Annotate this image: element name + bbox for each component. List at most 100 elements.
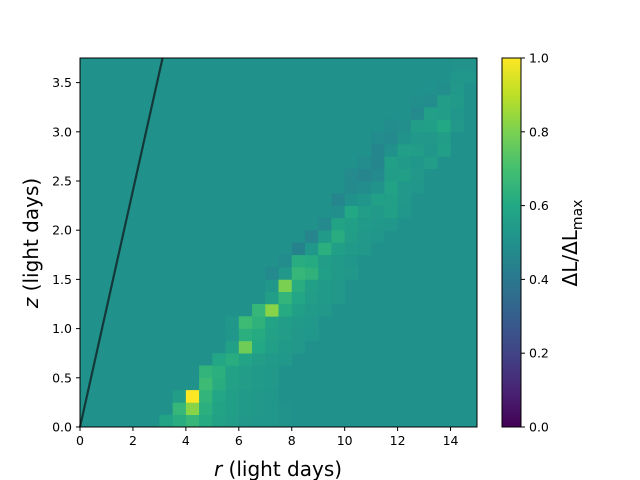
heatmap-cell <box>344 217 359 231</box>
heatmap-cell <box>384 217 398 231</box>
heatmap-cell <box>371 144 385 157</box>
heatmap-cell <box>291 291 306 305</box>
heatmap-cell <box>331 217 345 231</box>
heatmap-cell <box>424 156 438 169</box>
y-tick-label: 1.5 <box>52 272 72 287</box>
heatmap-cell <box>238 340 253 354</box>
heatmap-cell <box>172 390 187 403</box>
heatmap-cell <box>410 156 425 169</box>
heatmap-cell <box>265 267 279 280</box>
heatmap-cell <box>344 230 359 243</box>
heatmap-cell <box>331 193 345 206</box>
heatmap-cell <box>252 414 266 428</box>
heatmap-cell <box>318 230 332 243</box>
heatmap-cell <box>344 181 359 194</box>
heatmap-cell <box>265 340 279 354</box>
heatmap-cell <box>291 242 306 256</box>
x-tick-label: 8 <box>288 433 296 448</box>
y-axis: 0.0 0.5 1.0 1.5 2.0 2.5 3.0 3.5 <box>52 75 80 435</box>
heatmap-cell <box>437 119 451 133</box>
heatmap-cell <box>185 390 200 403</box>
heatmap-cell <box>291 279 306 292</box>
heatmap-cell <box>450 94 465 108</box>
heatmap-cell <box>225 402 240 415</box>
y-tick-label: 0.5 <box>52 370 72 385</box>
colorbar-gradient <box>501 57 522 428</box>
heatmap-cell <box>384 181 398 194</box>
heatmap-cell <box>265 365 279 379</box>
heatmap-cell <box>331 242 345 256</box>
heatmap-cell <box>278 328 293 342</box>
heatmap-cell <box>344 168 359 182</box>
heatmap-cell <box>225 390 240 403</box>
heatmap-cell <box>212 402 226 415</box>
heatmap-cell <box>371 205 385 219</box>
heatmap-cell <box>252 316 266 329</box>
heatmap-cell <box>397 107 412 120</box>
heatmap-cell <box>304 267 319 280</box>
heatmap-cell <box>304 279 319 292</box>
heatmap-cell <box>318 217 332 231</box>
heatmap-cell <box>212 390 226 403</box>
heatmap-cell <box>304 230 319 243</box>
x-tick-label: 12 <box>390 433 406 448</box>
heatmap-cell <box>344 242 359 256</box>
y-tick-label: 0.0 <box>52 420 72 435</box>
heatmap-cell <box>199 402 213 415</box>
heatmap-cell <box>450 70 465 83</box>
y-tick-label: 2.5 <box>52 174 72 189</box>
heatmap-cell <box>238 316 253 329</box>
heatmap-cell <box>437 107 451 120</box>
heatmap-cell <box>291 340 306 354</box>
heatmap-cell <box>318 242 332 256</box>
x-tick-label: 4 <box>182 433 190 448</box>
colorbar-tick-label: 0.2 <box>529 346 549 361</box>
heatmap-cell <box>331 267 345 280</box>
heatmap-cell <box>437 70 451 83</box>
heatmap-cell <box>265 291 279 305</box>
heatmap-cell <box>410 107 425 120</box>
heatmap-cell <box>344 193 359 206</box>
boundary-line <box>78 57 164 428</box>
heatmap-cell <box>318 254 332 268</box>
heatmap-cell <box>424 94 438 108</box>
heatmap-cell <box>252 402 266 415</box>
heatmap-cell <box>225 340 240 354</box>
y-tick-label: 3.0 <box>52 124 72 139</box>
heatmap-cell <box>450 58 465 71</box>
heatmap-cell <box>384 119 398 133</box>
x-tick-label: 14 <box>443 433 459 448</box>
heatmap-cell <box>225 414 240 428</box>
heatmap-cell <box>344 205 359 219</box>
heatmap-cell <box>371 131 385 145</box>
heatmap-cell <box>278 291 293 305</box>
heatmap-cell <box>291 304 306 317</box>
heatmap-cell <box>410 119 425 133</box>
heatmap-cell <box>278 279 293 292</box>
heatmap-cell <box>252 340 266 354</box>
heatmap-cell <box>371 230 385 243</box>
heatmap-cell <box>225 353 240 366</box>
heatmap-cell <box>437 94 451 108</box>
heatmap-cell <box>384 205 398 219</box>
heatmap-cell <box>159 414 173 428</box>
heatmap-cell <box>397 156 412 169</box>
heatmap-cell <box>357 193 372 206</box>
heatmap-cell <box>265 353 279 366</box>
heatmap-cell <box>318 291 332 305</box>
heatmap-cell <box>278 402 293 415</box>
x-tick-label: 0 <box>76 433 84 448</box>
heatmap-cell <box>225 365 240 379</box>
heatmap-cell <box>278 353 293 366</box>
heatmap-cell <box>371 193 385 206</box>
heatmap-cell <box>357 181 372 194</box>
heatmap-cell <box>371 217 385 231</box>
heatmap-cell <box>238 402 253 415</box>
heatmap-cell <box>397 205 412 219</box>
heatmap-cell <box>450 107 465 120</box>
heatmap-cell <box>304 304 319 317</box>
heatmap-cell <box>265 304 279 317</box>
heatmap-cell <box>318 279 332 292</box>
heatmap-cell <box>291 267 306 280</box>
heatmap-cell <box>278 254 293 268</box>
